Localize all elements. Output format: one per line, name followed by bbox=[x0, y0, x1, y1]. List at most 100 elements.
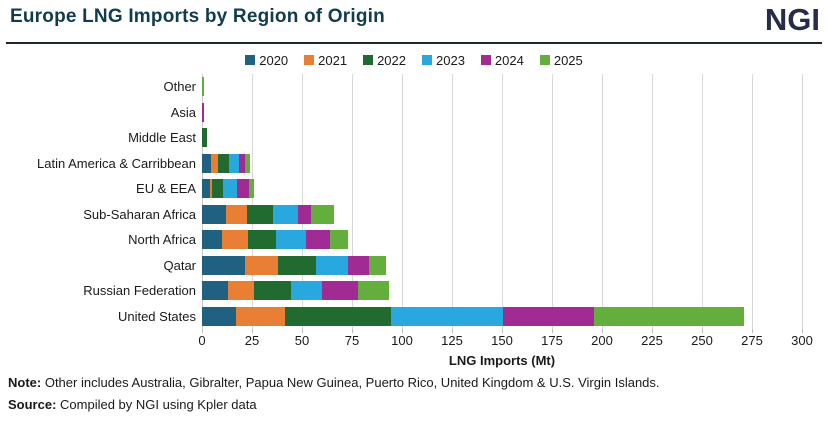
category-label: Sub-Saharan Africa bbox=[83, 206, 196, 222]
bar-row bbox=[202, 202, 802, 228]
tick-mark bbox=[402, 329, 403, 333]
x-axis-ticks: 0 25 50 75 100 125 150 175 200 225 250 275 300 bbox=[198, 329, 813, 349]
bar-segment-2025 bbox=[202, 77, 204, 97]
bar-row bbox=[202, 253, 802, 279]
legend-label: 2020 bbox=[259, 52, 289, 68]
tick-label-50: 50 bbox=[294, 333, 310, 348]
gridline-250 bbox=[702, 74, 703, 329]
category-label: Qatar bbox=[163, 257, 196, 273]
bar-segment-2024 bbox=[348, 255, 369, 275]
gridline-225 bbox=[652, 74, 653, 329]
gridline-75 bbox=[352, 74, 353, 329]
bar-segment-2025 bbox=[310, 204, 334, 224]
bar-rows bbox=[202, 74, 802, 329]
note-label: Note: bbox=[8, 375, 42, 390]
legend-swatch bbox=[480, 55, 491, 65]
bar-segment-2022 bbox=[254, 281, 291, 301]
bar-segment-2025 bbox=[594, 306, 744, 326]
bar-row bbox=[202, 227, 802, 253]
bar-segment-2020 bbox=[202, 255, 245, 275]
bar-segment-2020 bbox=[202, 230, 222, 250]
bar-segment-2024 bbox=[239, 153, 245, 173]
bar-segment-2023 bbox=[276, 230, 306, 250]
note-line: Note: Other includes Australia, Gibralte… bbox=[8, 375, 828, 390]
tick-label-300: 300 bbox=[791, 333, 813, 348]
bar-row bbox=[202, 176, 802, 202]
tick-label-175: 175 bbox=[541, 333, 563, 348]
legend-item-2020: 2020 bbox=[245, 53, 288, 68]
legend-swatch bbox=[245, 55, 256, 65]
gridline-300 bbox=[802, 74, 803, 329]
legend-item-2022: 2022 bbox=[363, 53, 406, 68]
tick-mark bbox=[802, 329, 803, 333]
tick-mark bbox=[502, 329, 503, 333]
category-label: United States bbox=[117, 308, 196, 324]
gridline-200 bbox=[602, 74, 603, 329]
legend-label: 2022 bbox=[377, 52, 406, 68]
tick-label-150: 150 bbox=[491, 333, 513, 348]
tick-mark bbox=[552, 329, 553, 333]
tick-label-125: 125 bbox=[441, 333, 463, 348]
legend-swatch bbox=[539, 55, 550, 65]
bar-row bbox=[202, 278, 802, 304]
bar-segment-2023 bbox=[222, 179, 237, 199]
category-label: EU & EEA bbox=[136, 181, 196, 197]
bar-segment-2023 bbox=[391, 306, 503, 326]
bar-segment-2023 bbox=[316, 255, 348, 275]
chart-legend: 2020 2021 2022 2023 2024 2025 bbox=[0, 48, 828, 72]
bar-row bbox=[202, 304, 802, 330]
bar-segment-2022 bbox=[278, 255, 316, 275]
category-label: North Africa bbox=[128, 232, 196, 248]
x-axis-label: LNG Imports (Mt) bbox=[448, 353, 556, 368]
legend-item-2021: 2021 bbox=[304, 53, 347, 68]
bar-segment-2021 bbox=[209, 179, 212, 199]
bar-segment-2021 bbox=[211, 153, 218, 173]
plot-area bbox=[202, 74, 803, 329]
bar-segment-2024 bbox=[236, 179, 249, 199]
bar-segment-2022 bbox=[248, 230, 276, 250]
legend-swatch bbox=[363, 55, 374, 65]
bar-segment-2025 bbox=[245, 153, 250, 173]
bar-segment-2024 bbox=[322, 281, 358, 301]
page-title: Europe LNG Imports by Region of Origin bbox=[10, 6, 385, 27]
bar-segment-2020 bbox=[202, 306, 236, 326]
category-labels: Other Asia Middle East Latin America & Carr… bbox=[0, 74, 202, 329]
tick-label-225: 225 bbox=[641, 333, 663, 348]
category-label: Latin America & Carribbean bbox=[37, 155, 196, 171]
bar-segment-2023 bbox=[291, 281, 322, 301]
bar-segment-2021 bbox=[236, 306, 285, 326]
category-label: Asia bbox=[170, 104, 196, 120]
gridline-100 bbox=[402, 74, 403, 329]
tick-mark bbox=[252, 329, 253, 333]
bar-segment-2022 bbox=[285, 306, 391, 326]
bar-segment-2021 bbox=[222, 230, 248, 250]
tick-mark bbox=[702, 329, 703, 333]
bar-segment-2022 bbox=[247, 204, 273, 224]
gridline-50 bbox=[302, 74, 303, 329]
bar-segment-2024 bbox=[503, 306, 594, 326]
tick-mark bbox=[202, 329, 203, 333]
category-label: Other bbox=[163, 79, 196, 95]
ngi-logo: NGI bbox=[764, 2, 820, 37]
bar-segment-2020 bbox=[202, 204, 226, 224]
bar-segment-2020 bbox=[202, 179, 210, 199]
stacked-bar-chart: Other Asia Middle East Latin America & Carr… bbox=[0, 74, 828, 329]
legend-item-2024: 2024 bbox=[480, 53, 524, 68]
bar-segment-2023 bbox=[229, 153, 239, 173]
source-label: Source: bbox=[8, 397, 57, 412]
tick-label-100: 100 bbox=[391, 333, 413, 348]
bar-segment-2024 bbox=[298, 204, 311, 224]
gridline-25 bbox=[252, 74, 253, 329]
bar-segment-2021 bbox=[226, 204, 247, 224]
legend-item-2023: 2023 bbox=[422, 53, 465, 68]
legend-label: 2025 bbox=[553, 52, 583, 68]
note-text: Other includes Australia, Gibralter, Pap… bbox=[41, 375, 660, 390]
bar-segment-2025 bbox=[248, 179, 254, 199]
bar-segment-2025 bbox=[330, 230, 348, 250]
bar-segment-2023 bbox=[273, 204, 298, 224]
legend-label: 2021 bbox=[318, 52, 348, 68]
gridline-150 bbox=[502, 74, 503, 329]
tick-label-275: 275 bbox=[741, 333, 763, 348]
legend-swatch bbox=[422, 55, 432, 65]
